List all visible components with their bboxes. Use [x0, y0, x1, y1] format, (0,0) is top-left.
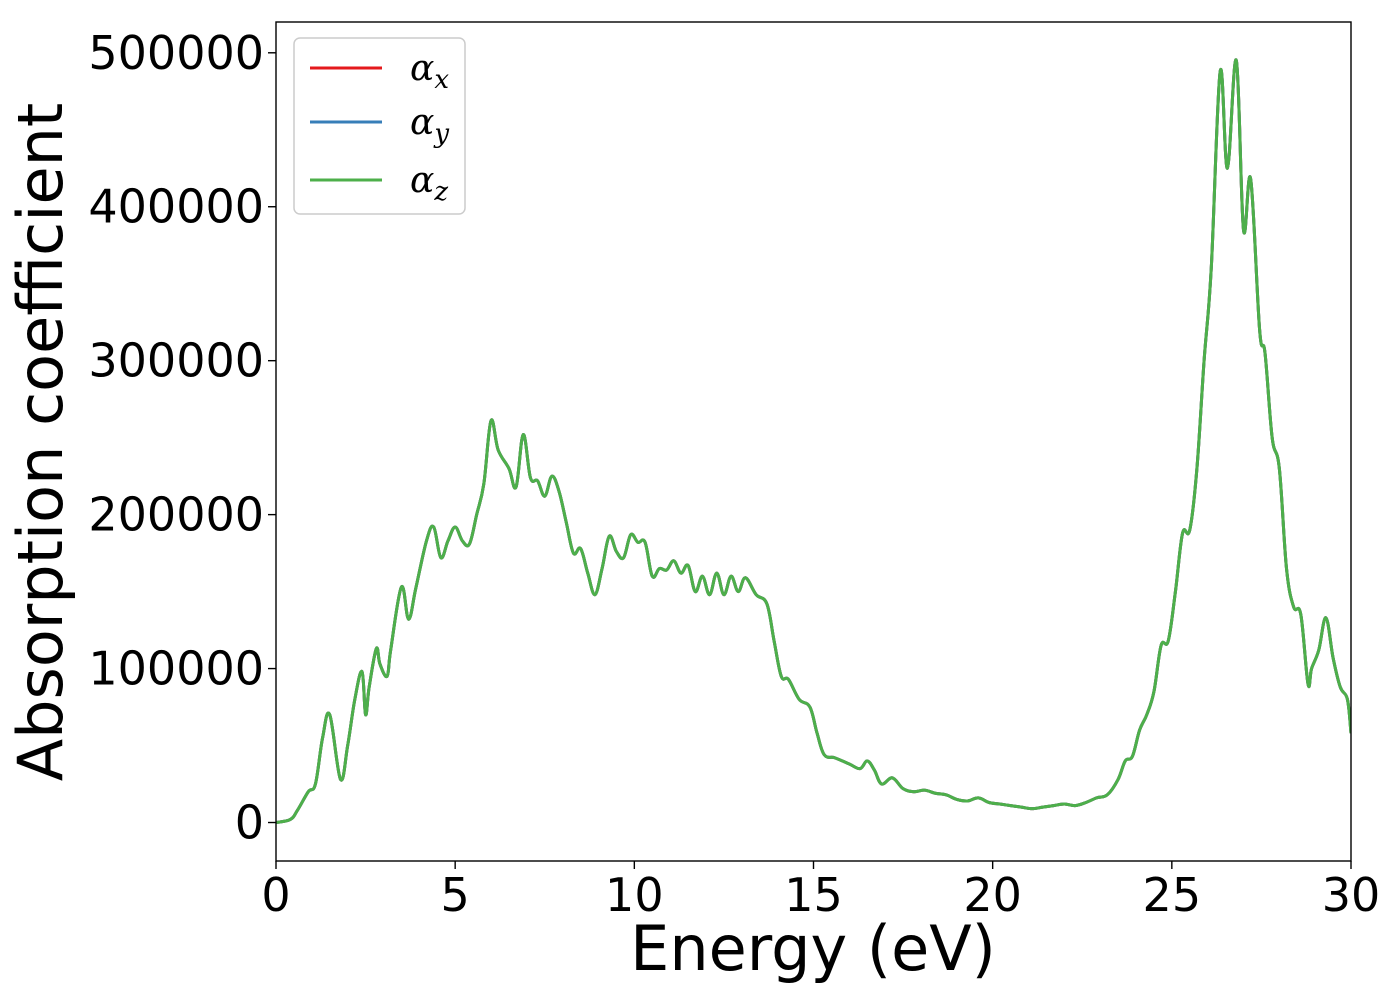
- x-tick-label: 30: [1322, 868, 1381, 922]
- y-tick-label: 500000: [88, 26, 264, 80]
- x-axis-ticks: 0 5 10 15 20 25 30: [261, 861, 1380, 922]
- x-tick-label: 5: [441, 868, 470, 922]
- y-tick-label: 100000: [88, 642, 264, 696]
- x-axis-title: Energy (eV): [630, 912, 996, 985]
- y-axis-title: Absorption coefficient: [4, 103, 77, 782]
- x-tick-label: 10: [605, 868, 664, 922]
- legend-entry-alpha-y: αy: [310, 102, 449, 149]
- legend-box: [293, 37, 466, 215]
- y-tick-label: 400000: [88, 180, 264, 234]
- y-tick-label: 300000: [88, 334, 264, 388]
- legend-label-alpha-y: αy: [410, 102, 449, 149]
- series-line-alpha-z: [276, 58, 1351, 824]
- plot-area: [276, 58, 1351, 824]
- y-tick-label: 200000: [88, 488, 264, 542]
- x-tick-label: 15: [784, 868, 843, 922]
- x-tick-label: 0: [261, 868, 290, 922]
- x-tick-label: 20: [963, 868, 1022, 922]
- legend-label-alpha-z: αz: [410, 160, 448, 207]
- x-tick-label: 25: [1143, 868, 1202, 922]
- y-tick-label: 0: [235, 796, 264, 850]
- legend: αx αy αz: [293, 37, 466, 215]
- legend-entry-alpha-x: αx: [310, 48, 449, 95]
- legend-label-alpha-x: αx: [410, 48, 449, 95]
- y-axis-ticks: 0 100000 200000 300000 400000 500000: [88, 26, 276, 850]
- plot-frame: [275, 21, 1352, 862]
- legend-entry-alpha-z: αz: [310, 160, 448, 207]
